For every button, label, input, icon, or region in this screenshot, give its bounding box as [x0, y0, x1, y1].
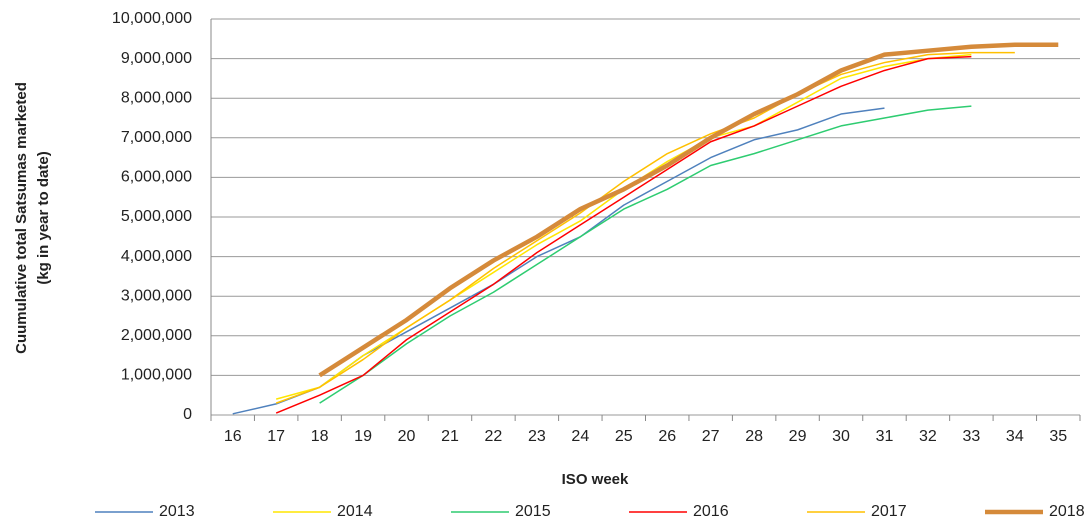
y-axis-title: (kg in year to date)	[35, 151, 52, 284]
x-tick-label: 21	[441, 428, 459, 445]
x-tick-label: 31	[876, 428, 894, 445]
series-line	[318, 42, 1059, 378]
x-tick-label: 24	[571, 428, 589, 445]
x-tick-label: 29	[789, 428, 807, 445]
y-tick-label: 0	[183, 406, 192, 423]
series-line	[275, 55, 972, 414]
x-tick-label: 28	[745, 428, 763, 445]
x-tick-label: 30	[832, 428, 850, 445]
x-tick-label: 32	[919, 428, 937, 445]
y-tick-label: 5,000,000	[121, 208, 192, 225]
legend-label: 2018	[1049, 503, 1085, 520]
y-tick-label: 6,000,000	[121, 169, 192, 186]
x-tick-label: 22	[485, 428, 503, 445]
series-line	[275, 51, 1015, 404]
y-tick-label: 1,000,000	[121, 367, 192, 384]
x-tick-label: 25	[615, 428, 633, 445]
x-tick-label: 16	[224, 428, 242, 445]
x-tick-label: 34	[1006, 428, 1024, 445]
x-tick-label: 20	[398, 428, 416, 445]
legend-label: 2013	[159, 503, 195, 520]
y-tick-label: 3,000,000	[121, 287, 192, 304]
x-tick-label: 27	[702, 428, 720, 445]
y-tick-label: 8,000,000	[121, 89, 192, 106]
x-tick-label: 26	[658, 428, 676, 445]
series-line	[319, 105, 972, 404]
legend-label: 2015	[515, 503, 551, 520]
y-tick-label: 10,000,000	[112, 10, 192, 27]
legend-label: 2017	[871, 503, 907, 520]
legend-label: 2014	[337, 503, 373, 520]
y-tick-label: 2,000,000	[121, 327, 192, 344]
x-tick-label: 35	[1049, 428, 1067, 445]
legend-label: 2016	[693, 503, 729, 520]
y-tick-label: 9,000,000	[121, 50, 192, 67]
x-tick-label: 17	[267, 428, 285, 445]
x-tick-label: 19	[354, 428, 372, 445]
x-axis-title: ISO week	[562, 471, 629, 488]
x-tick-label: 18	[311, 428, 329, 445]
y-axis-title: Cuumulative total Satsumas marketed	[13, 82, 30, 354]
y-tick-label: 7,000,000	[121, 129, 192, 146]
x-tick-label: 33	[962, 428, 980, 445]
y-tick-label: 4,000,000	[121, 248, 192, 265]
x-tick-label: 23	[528, 428, 546, 445]
